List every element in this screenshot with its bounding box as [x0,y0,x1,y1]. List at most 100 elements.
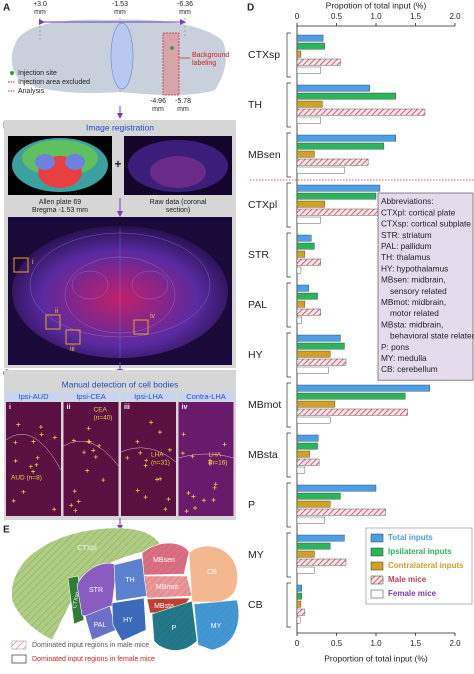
abbreviation: behavioral state related [390,331,474,341]
bar [296,458,320,466]
bar [296,608,306,616]
background-label: Background [192,52,229,59]
bar [296,108,426,116]
group-bracket [286,482,291,528]
region-label: MY [211,623,222,630]
bar [296,34,324,42]
tile-note: (n=31) [151,460,170,467]
bar [296,534,345,542]
x-tick-label: 0.5 [331,639,343,648]
atlas-region [65,154,85,170]
bar [296,292,318,300]
cell-marker [52,435,57,440]
abbreviation: HY: hypothalamus [381,263,448,273]
cell-marker [193,505,198,510]
cell-marker [72,489,77,494]
region-label: HY [123,617,133,624]
tile-header: Contra-LHA [186,392,226,401]
region-label: P [172,625,177,632]
cell-marker [69,503,74,508]
legend-swatch [11,640,27,650]
panel-label: D [247,3,254,14]
bar [296,600,302,608]
y-tick-label: MBsta [248,449,278,461]
cell-marker [97,443,102,448]
cell-marker [85,468,90,473]
cell-marker [186,490,191,495]
coord-unit: mm [177,106,189,113]
legend-swatch [370,575,384,585]
x-tick-label: 0 [295,12,300,21]
cell-marker [201,498,206,503]
group-bracket [286,582,291,628]
legend-label: Dominated input regions in male mice [32,642,149,649]
brain-region [188,545,238,603]
tile-note: LHA [209,452,222,459]
raw-tissue [150,156,206,188]
coord-label: -5.78 [175,98,191,105]
cell-marker [208,461,213,466]
bar [296,342,345,350]
panel-label: A [3,3,10,14]
bar [296,434,319,442]
cell-marker [211,498,216,503]
bar [296,416,331,424]
tile-image [63,402,119,516]
bar [296,192,377,200]
tile-note: CEA [94,407,108,414]
cell-marker [38,425,43,430]
panel-label: E [3,525,10,536]
region-label: TH [125,577,134,584]
injection-site [110,22,134,90]
abbreviation: MBsen: midbrain, [381,275,446,285]
y-tick-label: HY [248,349,263,361]
y-tick-label: CB [248,599,263,611]
bar [296,366,329,374]
group-bracket [286,432,291,478]
cell-marker [125,455,130,460]
panel-c: C Manual detection of cell bodies Ipsi-A… [3,369,236,520]
coord-unit: mm [179,9,191,16]
injection-dot [170,46,174,50]
bar [296,250,306,258]
abbreviation: Abbreviations: [381,196,434,206]
region-hatch [144,576,192,598]
panel-d: D Propotion of total input (%) Proportio… [247,0,474,663]
cell-marker [71,438,76,443]
x-tick-label: 0 [295,639,300,648]
y-tick-label: TH [248,99,262,111]
region-label: MBsen [153,557,175,564]
region-label: CTXpl [77,545,97,552]
bar [296,484,377,492]
region-hatch [152,601,197,651]
cell-marker [101,478,106,483]
abbreviation: CTXpl: cortical plate [381,207,456,217]
caption: section) [166,207,191,214]
tile-header: Ipsi-AUD [18,392,49,401]
cell-marker [191,494,196,499]
abbreviation: MBsta: midbrain, [381,319,443,329]
bar [296,358,347,366]
bar [296,166,345,174]
roi-label: i [32,259,34,266]
x-tick-label: 0.5 [331,12,343,21]
coord-label: +3.0 [33,1,47,8]
group-bracket [286,232,291,278]
cell-marker [39,432,44,437]
bar [296,566,315,574]
region-label: STR [89,587,103,594]
cell-marker [184,509,189,514]
panel-title: Manual detection of cell bodies [62,379,179,389]
roi-label: iv [150,313,156,320]
cell-marker [82,450,87,455]
coord-label: -4.96 [150,98,166,105]
bar [296,242,315,250]
bar [296,158,369,166]
bar [296,384,430,392]
region-hatch [194,600,239,650]
group-bracket [286,32,291,78]
group-bracket [286,132,291,178]
y-tick-label: STR [248,249,269,261]
tissue-boundary [120,447,177,463]
abbreviation: MY: medulla [381,353,427,363]
